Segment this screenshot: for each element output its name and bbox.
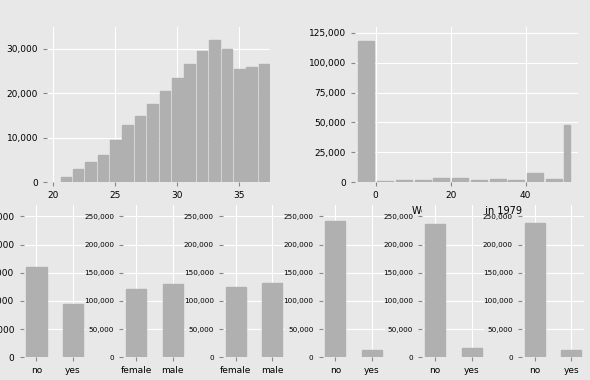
Bar <box>452 177 468 182</box>
Bar <box>86 162 96 182</box>
Bar <box>396 180 412 182</box>
Bar <box>358 41 374 182</box>
Bar <box>98 155 108 182</box>
Bar <box>415 180 431 182</box>
Bar <box>226 287 246 357</box>
Bar <box>325 221 346 357</box>
Bar <box>172 78 183 182</box>
Bar <box>262 283 283 357</box>
Bar <box>197 51 208 182</box>
Bar <box>434 178 450 182</box>
Bar <box>509 180 525 182</box>
Bar <box>247 66 257 182</box>
Bar <box>61 177 71 182</box>
Bar <box>564 125 570 182</box>
Bar <box>471 180 487 182</box>
Bar <box>126 288 146 357</box>
Bar <box>546 179 562 182</box>
Bar <box>73 169 83 182</box>
Bar <box>259 65 270 182</box>
Bar <box>461 348 481 357</box>
Bar <box>234 69 245 182</box>
Bar <box>123 125 133 182</box>
Bar <box>185 65 195 182</box>
X-axis label: Weeks worked in 1979: Weeks worked in 1979 <box>412 206 522 216</box>
Bar <box>160 91 171 182</box>
Bar <box>527 173 543 182</box>
X-axis label: age: age <box>150 206 168 216</box>
Bar <box>148 104 158 182</box>
Bar <box>27 267 47 357</box>
Bar <box>110 140 120 182</box>
Bar <box>222 49 232 182</box>
Bar <box>209 40 220 182</box>
Bar <box>425 224 445 357</box>
Bar <box>490 179 506 182</box>
Bar <box>135 116 145 182</box>
Bar <box>362 350 382 357</box>
Bar <box>63 304 83 357</box>
Bar <box>163 284 183 357</box>
Bar <box>377 180 393 182</box>
Bar <box>525 223 545 357</box>
Bar <box>561 350 581 357</box>
